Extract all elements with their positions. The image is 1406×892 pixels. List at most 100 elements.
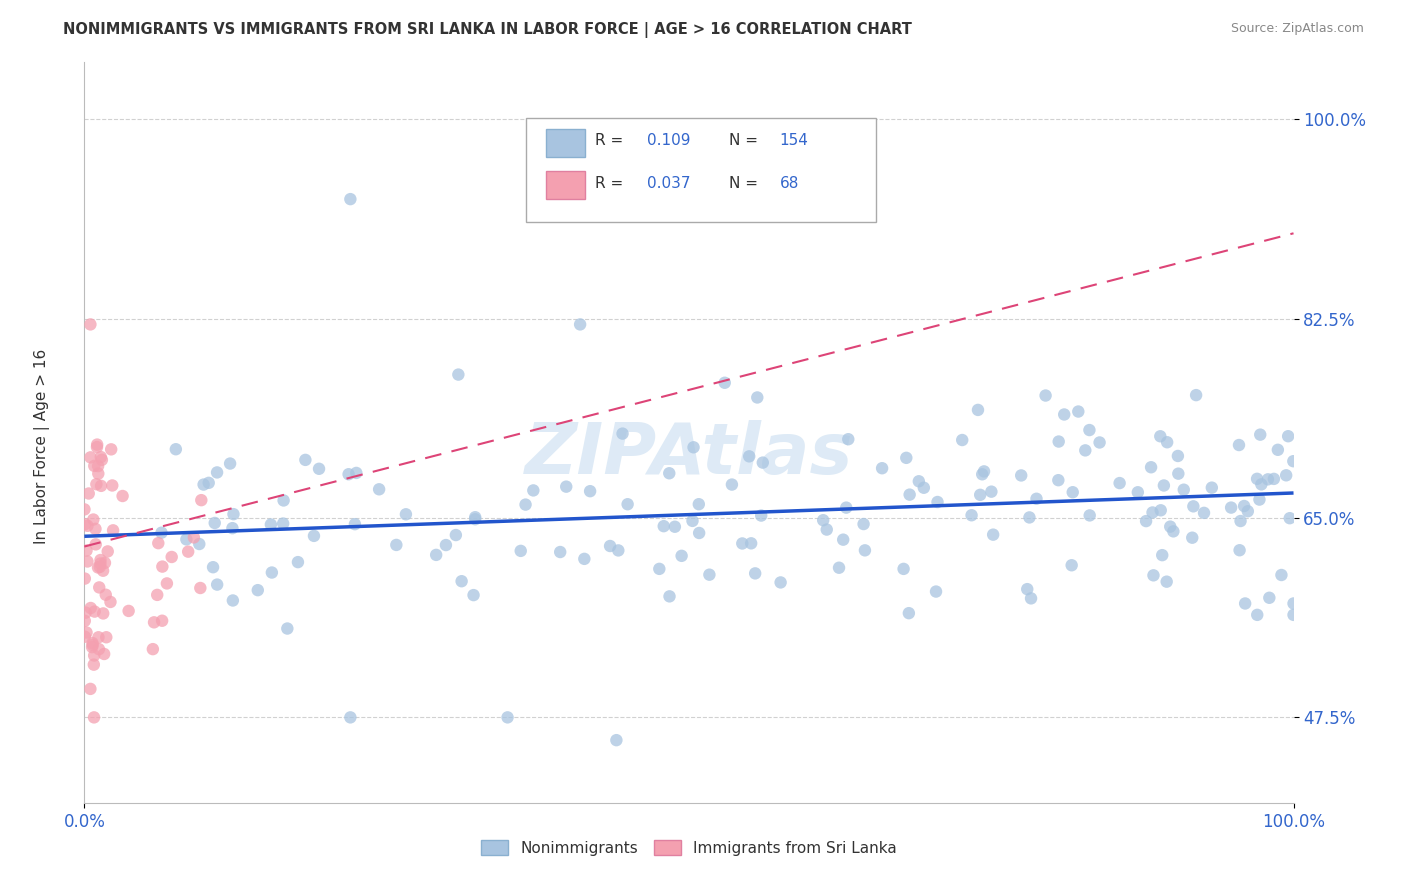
Point — [89, 553, 111, 567]
Point — [967, 403, 990, 417]
Point — [682, 440, 704, 454]
Point — [273, 493, 295, 508]
Point — [1025, 491, 1047, 506]
Point — [444, 528, 467, 542]
Point — [183, 531, 205, 545]
Point — [738, 450, 761, 464]
Point — [1140, 460, 1163, 475]
Point — [76, 625, 98, 640]
Point — [980, 484, 1002, 499]
Point — [344, 466, 367, 480]
Point — [1282, 607, 1305, 622]
Point — [160, 549, 183, 564]
Point — [1237, 504, 1260, 518]
Point — [688, 526, 710, 541]
Point — [658, 467, 681, 481]
Point — [509, 544, 531, 558]
Point — [925, 584, 948, 599]
Point — [960, 508, 983, 523]
Point — [870, 461, 893, 475]
Point — [893, 562, 915, 576]
Point — [73, 572, 96, 586]
Point — [463, 588, 485, 602]
Point — [271, 516, 294, 531]
Point — [522, 483, 544, 498]
Point — [1181, 531, 1204, 545]
Point — [1159, 519, 1181, 533]
Point — [287, 555, 309, 569]
Point — [86, 440, 108, 454]
Point — [368, 483, 391, 497]
Point — [101, 524, 124, 538]
Point — [385, 538, 408, 552]
Point — [87, 467, 110, 481]
Point — [260, 517, 283, 532]
Point — [832, 533, 855, 547]
Point — [912, 481, 935, 495]
Point — [1246, 607, 1268, 622]
Point — [87, 560, 110, 574]
Point — [1053, 408, 1076, 422]
Point — [1263, 472, 1285, 486]
Point — [1167, 449, 1189, 463]
Text: N =: N = — [728, 134, 758, 148]
Point — [86, 437, 108, 451]
Point — [100, 442, 122, 457]
Point — [908, 475, 931, 489]
Point — [197, 475, 219, 490]
Point — [569, 318, 592, 332]
Point — [752, 456, 775, 470]
Point — [80, 640, 103, 654]
Point — [1282, 454, 1305, 468]
Point — [86, 477, 108, 491]
Text: N =: N = — [728, 176, 758, 191]
Point — [612, 426, 634, 441]
Point — [896, 450, 918, 465]
Point — [1018, 510, 1040, 524]
Point — [688, 497, 710, 511]
Point — [1282, 597, 1305, 611]
Text: NONIMMIGRANTS VS IMMIGRANTS FROM SRI LANKA IN LABOR FORCE | AGE > 16 CORRELATION: NONIMMIGRANTS VS IMMIGRANTS FROM SRI LAN… — [63, 22, 912, 38]
Point — [177, 544, 200, 558]
Point — [1078, 423, 1101, 437]
Point — [117, 604, 139, 618]
Point — [87, 458, 110, 473]
Point — [302, 529, 325, 543]
Point — [76, 554, 98, 568]
Point — [811, 513, 834, 527]
Point — [90, 479, 112, 493]
Point — [1149, 429, 1171, 443]
Point — [555, 480, 578, 494]
Point — [1153, 478, 1175, 492]
Point — [658, 590, 681, 604]
Point — [1220, 500, 1243, 515]
Point — [76, 518, 98, 533]
Point — [1227, 438, 1250, 452]
Point — [77, 486, 100, 500]
Point — [94, 556, 117, 570]
Point — [1250, 477, 1272, 491]
Point — [749, 508, 772, 523]
Text: 68: 68 — [780, 176, 799, 191]
Point — [89, 557, 111, 571]
Point — [969, 488, 991, 502]
Point — [835, 500, 858, 515]
Point — [1277, 429, 1299, 443]
Point — [148, 536, 170, 550]
Point — [188, 581, 211, 595]
Point — [1270, 568, 1292, 582]
Point — [1142, 568, 1164, 582]
Point — [94, 588, 117, 602]
Point — [193, 477, 215, 491]
Point — [1278, 511, 1301, 525]
Point — [447, 368, 470, 382]
Point — [515, 498, 537, 512]
Point — [93, 647, 115, 661]
Point — [156, 576, 179, 591]
Point — [339, 710, 361, 724]
Point — [83, 458, 105, 473]
Point — [246, 583, 269, 598]
Point — [579, 484, 602, 499]
Point — [828, 560, 851, 574]
Point — [1229, 543, 1251, 558]
